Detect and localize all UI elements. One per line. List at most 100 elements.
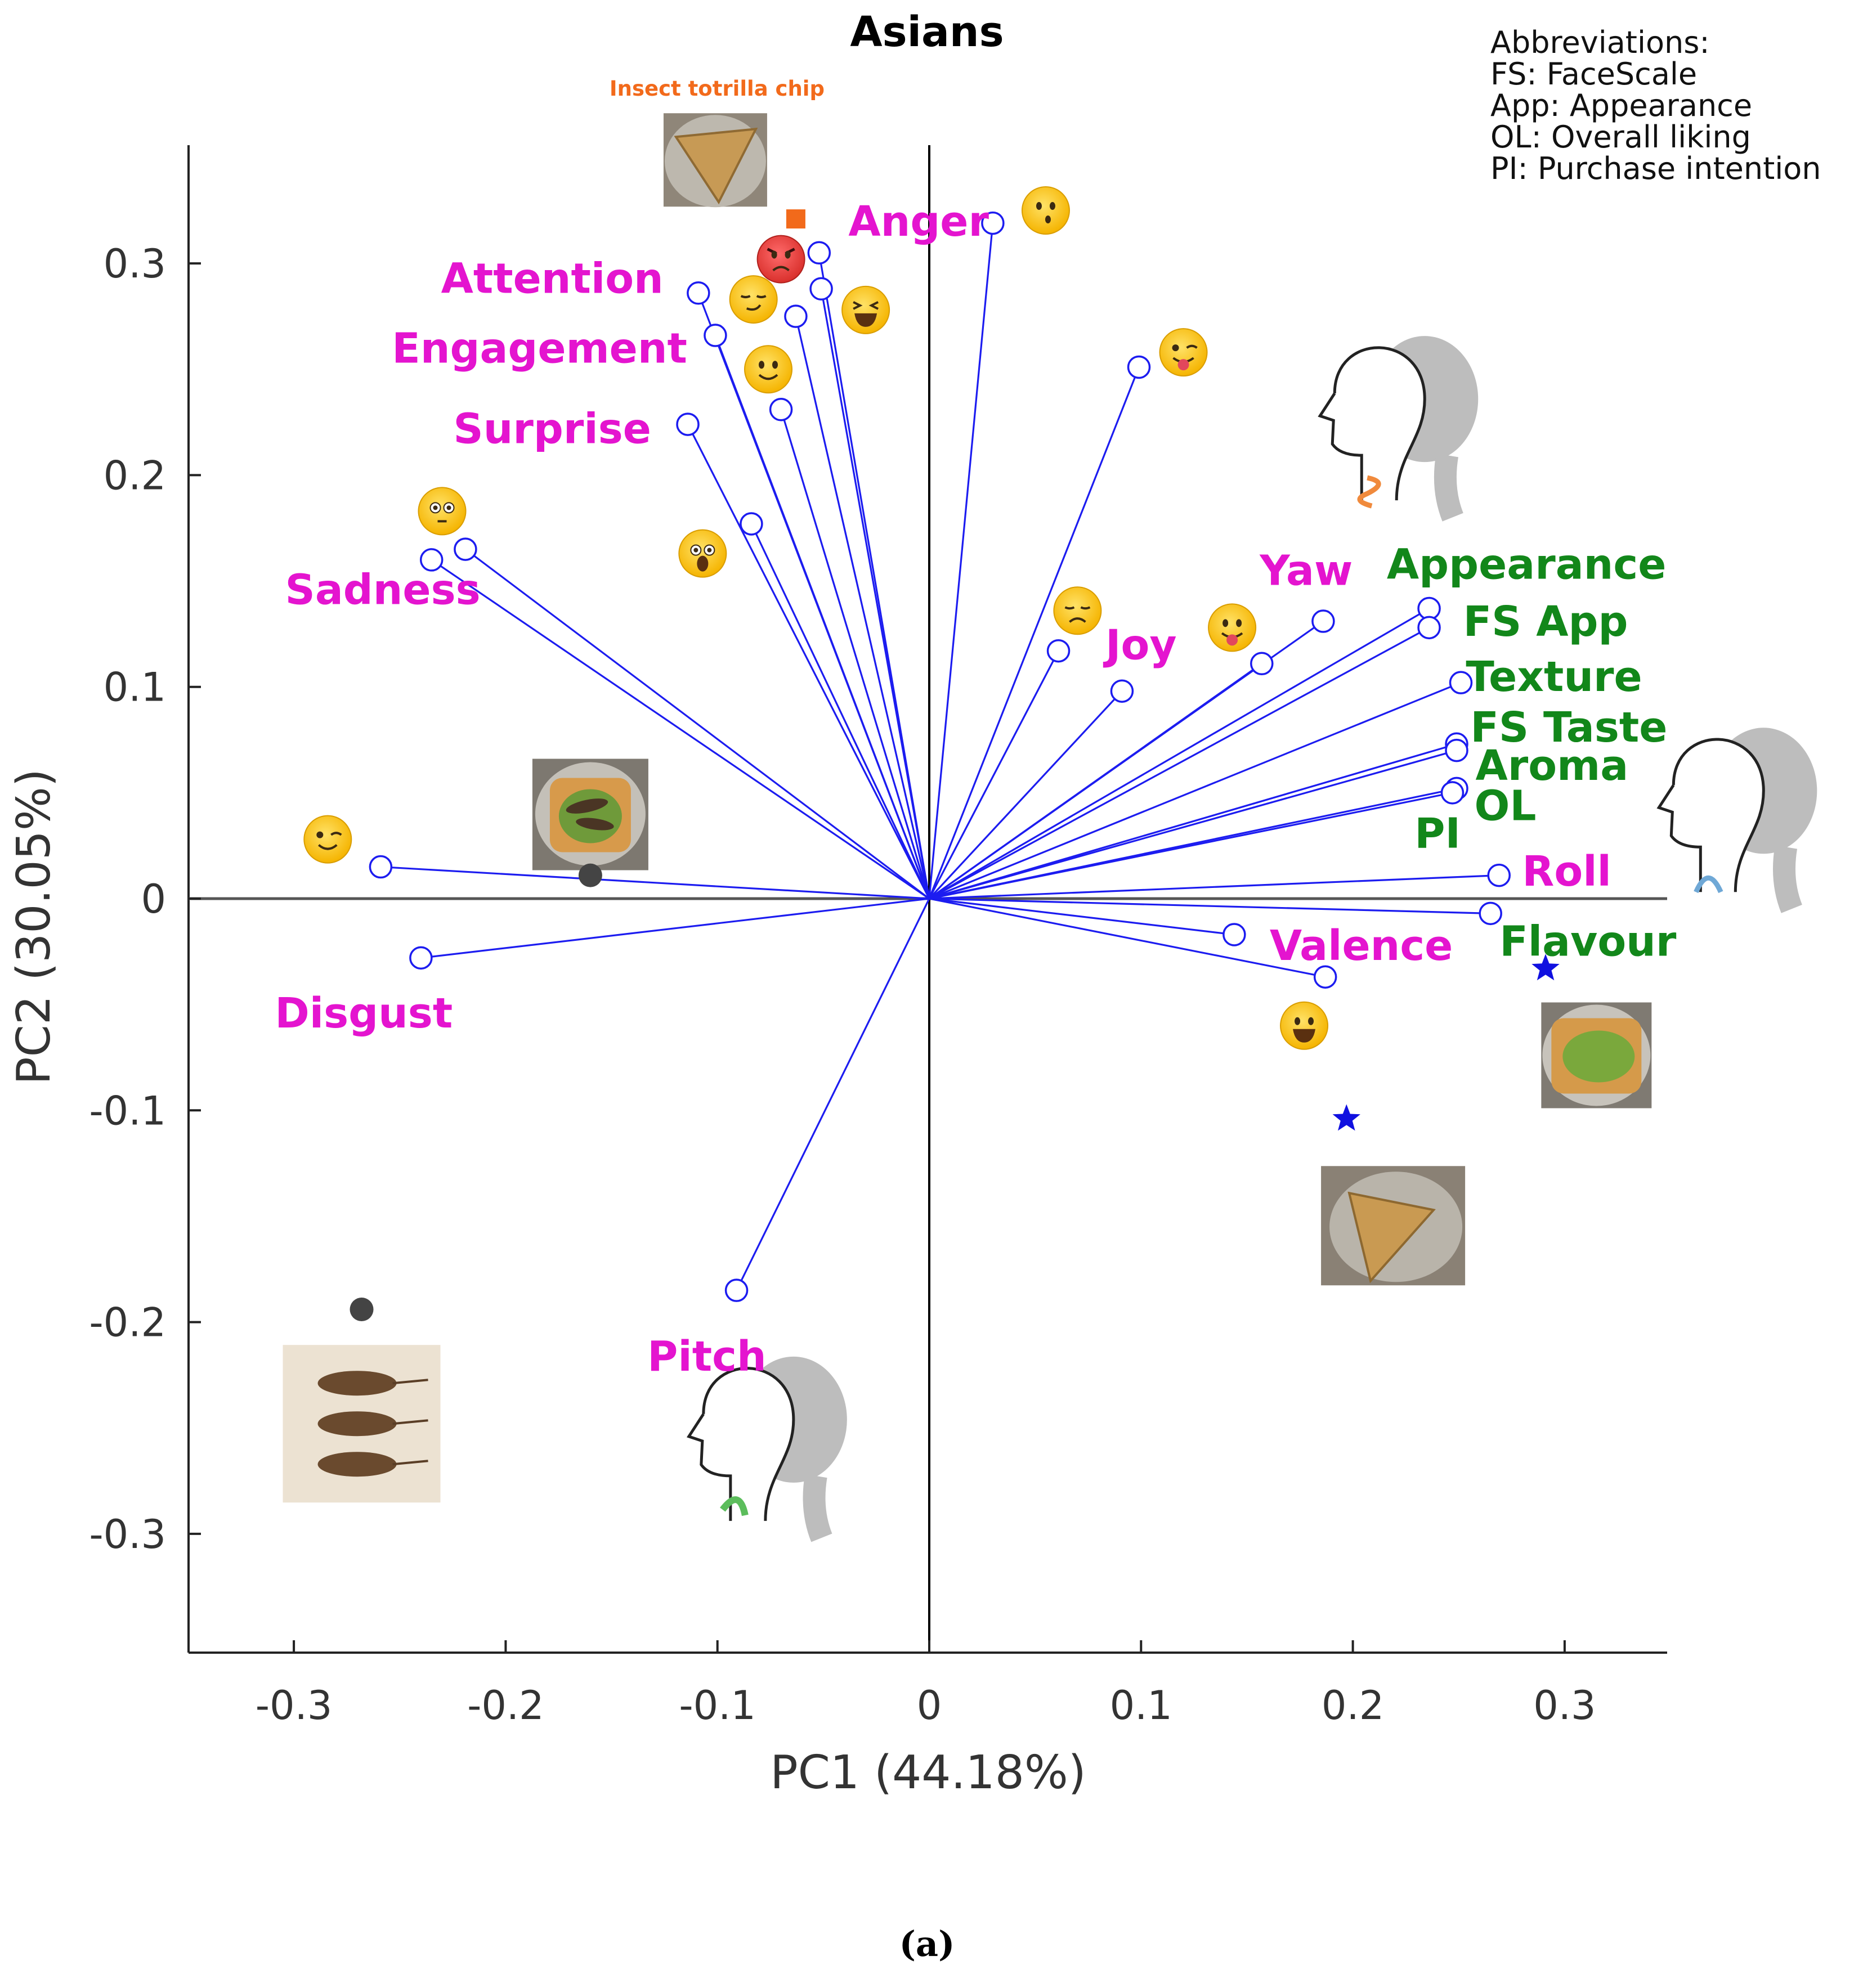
cricket-antenna	[392, 1379, 428, 1385]
sample-markers: Insect totrilla chip	[350, 77, 1560, 1322]
neck-shadow	[1773, 845, 1803, 913]
chip-shape	[1347, 1191, 1436, 1284]
loading-vector	[809, 277, 930, 899]
loading-vector	[724, 898, 930, 1302]
cricket-shape	[317, 1411, 397, 1437]
head-outline	[1656, 738, 1765, 892]
x-tick-label: 0	[917, 1682, 942, 1729]
variable-label: Disgust	[275, 989, 453, 1038]
emoji-eye	[772, 361, 778, 369]
emoji-mouth	[854, 313, 877, 327]
loading-point	[454, 537, 477, 561]
emoji-eye	[330, 832, 342, 836]
emoji-eye	[1308, 1017, 1314, 1025]
emoji-face	[1159, 328, 1208, 377]
loading-vector	[784, 304, 930, 899]
loading-line	[780, 409, 930, 899]
emoji-mouth	[1045, 216, 1051, 224]
loading-vector	[929, 652, 1274, 900]
emoji-eye	[785, 250, 791, 259]
loading-vector	[740, 512, 930, 899]
loading-line	[929, 663, 1262, 900]
emoji-tongue	[1177, 359, 1189, 371]
head-pitch-icon	[687, 1356, 847, 1542]
emoji-kissing-icon	[1021, 186, 1070, 235]
emoji-pupil	[446, 505, 451, 510]
cricket-shape	[317, 1452, 397, 1477]
loading-line	[736, 898, 930, 1291]
avocado-toast-photo	[1541, 1002, 1652, 1109]
emoji-eye	[1036, 202, 1042, 210]
sample-point-star	[1531, 954, 1560, 981]
variable-label: Roll	[1522, 847, 1611, 896]
emoji-eye	[1222, 619, 1229, 627]
emoji-mouth	[1069, 617, 1086, 623]
figure-caption: (a)	[899, 1923, 955, 1964]
x-axis-label: PC1 (44.18%)	[770, 1746, 1086, 1799]
emoji-eye	[1186, 344, 1198, 349]
neck-shadow	[803, 1474, 832, 1542]
head-movement-icons	[687, 336, 1817, 1542]
sample-photos	[283, 113, 1652, 1503]
emoji-grinning-squint-icon	[841, 285, 890, 334]
neck-shadow	[1434, 453, 1463, 522]
loading-line	[687, 424, 930, 899]
variable-label: Engagement	[392, 325, 687, 373]
emoji-face	[841, 285, 890, 334]
emoji-face	[1280, 1001, 1329, 1050]
variable-label: Yaw	[1259, 547, 1353, 595]
loading-point	[784, 304, 808, 328]
loading-line	[820, 288, 930, 899]
tortilla-chip-photo-top	[663, 113, 767, 208]
emoji-eye	[316, 831, 324, 838]
avocado-spread	[558, 789, 622, 843]
loading-vector	[929, 596, 1441, 900]
loading-vector	[928, 679, 1134, 900]
loading-line	[714, 335, 930, 899]
emoji-mouth	[697, 555, 709, 572]
emoji-tongue	[1226, 634, 1238, 646]
rotation-arrow	[720, 1496, 749, 1516]
emoji-face	[678, 529, 727, 578]
loading-vector	[704, 324, 930, 899]
x-tick-label: -0.3	[256, 1682, 333, 1729]
avocado-spread	[1562, 1030, 1635, 1083]
loading-point	[981, 211, 1005, 235]
avocado-toast-cricket-photo	[532, 759, 648, 870]
variable-label: FS Taste	[1470, 703, 1667, 752]
x-tick-label: -0.2	[467, 1682, 544, 1729]
loading-line	[929, 681, 1462, 900]
loading-point	[1449, 671, 1473, 694]
emoji-angry-icon	[756, 235, 805, 284]
loading-vector	[929, 897, 1337, 989]
variable-label: Surprise	[453, 405, 651, 454]
rotation-arrow	[1357, 475, 1381, 509]
emoji-eye	[853, 301, 863, 310]
loading-point	[769, 397, 793, 421]
cricket-antenna	[392, 1419, 428, 1425]
loading-line	[928, 366, 1140, 899]
loading-vector	[929, 738, 1468, 900]
emoji-pupil	[693, 548, 698, 553]
abbreviation-item: FS: FaceScale	[1490, 56, 1698, 92]
y-tick-label: 0.3	[104, 241, 166, 287]
loading-vector	[928, 211, 1005, 899]
loading-vector	[769, 397, 930, 899]
loading-line	[750, 523, 930, 899]
rotation-arrow	[1694, 875, 1723, 894]
emoji-tongue-out-icon	[1208, 603, 1257, 652]
y-axis-label: PC2 (30.05%)	[7, 769, 61, 1085]
head-outline	[687, 1367, 795, 1521]
loading-point	[676, 412, 700, 436]
loading-vector	[929, 616, 1441, 900]
emoji-eye	[1295, 1017, 1301, 1025]
loading-point	[1311, 609, 1335, 633]
loading-line	[929, 897, 1325, 978]
y-tick-label: -0.2	[89, 1300, 166, 1346]
x-tick-label: 0.2	[1322, 1682, 1384, 1729]
variable-label: Texture	[1466, 653, 1642, 701]
loading-point	[687, 281, 710, 305]
emoji-pupil	[433, 505, 438, 510]
emoji-screaming-icon	[678, 529, 727, 578]
